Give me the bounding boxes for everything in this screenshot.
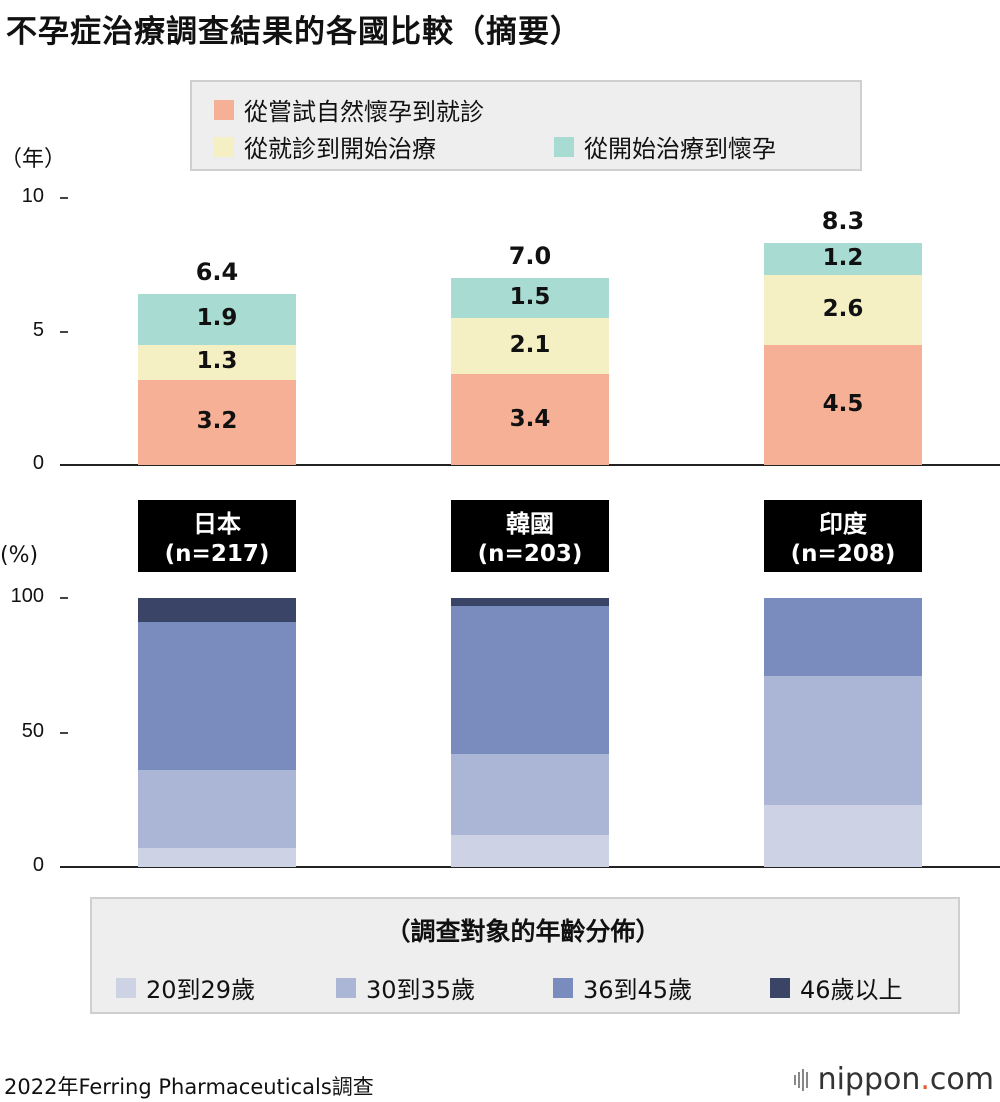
bar-segment	[764, 598, 922, 676]
legend-swatch-phase1	[214, 99, 234, 120]
bar-segment	[138, 848, 296, 867]
legend-label-phase3: 從開始治療到懷孕	[584, 135, 776, 163]
country-name: 印度	[819, 510, 867, 538]
y-tick-mark	[60, 597, 68, 599]
legend-label-age4: 46歲以上	[800, 976, 903, 1004]
duration-legend: 從嘗試自然懷孕到就診 從就診到開始治療 從開始治療到懷孕	[190, 80, 862, 171]
bar-value-label: 1.3	[196, 348, 238, 375]
bar-value-label: 2.1	[509, 332, 551, 359]
legend-item-age4: 46歲以上	[770, 970, 903, 1005]
bar-value-label: 4.5	[822, 390, 864, 417]
bar-segment	[764, 805, 922, 867]
bar-segment	[138, 770, 296, 849]
legend-label-phase2: 從就診到開始治療	[244, 135, 436, 163]
y-tick-label: 10	[21, 185, 44, 207]
legend-label-age1: 20到29歲	[146, 976, 256, 1004]
brand-logo: nippon. com	[793, 1062, 994, 1097]
bar-segment	[764, 243, 922, 276]
legend-swatch-age3	[553, 977, 573, 998]
duration-axis-unit: （年）	[0, 147, 67, 172]
bar-value-label: 1.5	[509, 284, 551, 311]
bar-value-label: 3.4	[509, 405, 551, 432]
bar-segment	[138, 622, 296, 771]
legend-label-phase1: 從嘗試自然懷孕到就診	[244, 98, 484, 126]
legend-item-age1: 20到29歲	[116, 970, 255, 1005]
y-tick-label: 0	[32, 854, 44, 876]
bar-segment	[451, 606, 609, 754]
bar-segment	[764, 676, 922, 806]
bar-segment	[138, 344, 296, 380]
bar-total-label: 7.0	[508, 242, 552, 271]
bar-value-label: 1.2	[822, 245, 864, 272]
country-sample-size: (n=208)	[790, 541, 896, 567]
y-tick-label: 50	[21, 719, 44, 742]
bar-value-label: 1.9	[196, 305, 238, 332]
age-baseline	[60, 866, 1000, 868]
brand-mark-icon	[793, 1068, 812, 1092]
bar-segment	[138, 294, 296, 345]
age-axis-unit: (%)	[0, 543, 39, 568]
bar-segment	[764, 275, 922, 345]
legend-item-age3: 36到45歲	[553, 970, 692, 1005]
bar-value-label: 3.2	[196, 408, 238, 435]
bar-segment	[764, 344, 922, 465]
brand-dot: .	[920, 1062, 930, 1097]
y-tick-label: 0	[32, 452, 44, 474]
legend-swatch-phase2	[214, 136, 234, 157]
y-tick-label: 100	[10, 585, 44, 607]
bar-total-label: 6.4	[195, 258, 239, 287]
age-legend-title: （調查對象的年齡分佈）	[385, 917, 661, 946]
legend-item-age2: 30到35歲	[336, 970, 475, 1005]
bar-total-label: 8.3	[821, 207, 865, 236]
bar-segment	[451, 598, 609, 607]
legend-label-age2: 30到35歲	[366, 976, 476, 1004]
country-sample-size: (n=203)	[477, 541, 583, 567]
legend-swatch-age2	[336, 977, 356, 998]
bar-segment	[138, 379, 296, 465]
bar-value-label: 2.6	[822, 296, 864, 323]
legend-label-age3: 36到45歲	[583, 976, 693, 1004]
legend-swatch-phase3	[554, 136, 574, 157]
country-label-korea: 韓國 (n=203)	[451, 500, 609, 572]
country-sample-size: (n=217)	[164, 541, 270, 567]
brand-name: nippon	[817, 1062, 921, 1097]
y-tick-mark	[60, 197, 68, 199]
y-tick-mark	[60, 330, 68, 333]
legend-swatch-age4	[770, 977, 790, 998]
legend-item-phase2: 從就診到開始治療	[214, 129, 436, 164]
country-name: 韓國	[506, 510, 554, 538]
y-tick-mark	[60, 731, 68, 734]
bar-segment	[451, 278, 609, 319]
bar-segment	[451, 374, 609, 465]
bar-segment	[451, 754, 609, 835]
country-label-japan: 日本 (n=217)	[138, 500, 296, 572]
duration-baseline	[60, 464, 1000, 466]
y-tick-label: 5	[32, 318, 44, 341]
bar-segment	[451, 834, 609, 867]
source-note: 2022年Ferring Pharmaceuticals調查	[4, 1075, 374, 1099]
country-name: 日本	[193, 510, 241, 538]
legend-swatch-age1	[116, 977, 136, 998]
country-label-india: 印度 (n=208)	[764, 500, 922, 572]
age-legend	[90, 897, 960, 1014]
legend-item-phase3: 從開始治療到懷孕	[554, 129, 776, 164]
bar-segment	[138, 598, 296, 623]
brand-suffix: com	[929, 1062, 994, 1097]
legend-item-phase1: 從嘗試自然懷孕到就診	[214, 92, 484, 127]
bar-segment	[451, 318, 609, 375]
chart-title: 不孕症治療調查結果的各國比較（摘要）	[6, 14, 582, 50]
